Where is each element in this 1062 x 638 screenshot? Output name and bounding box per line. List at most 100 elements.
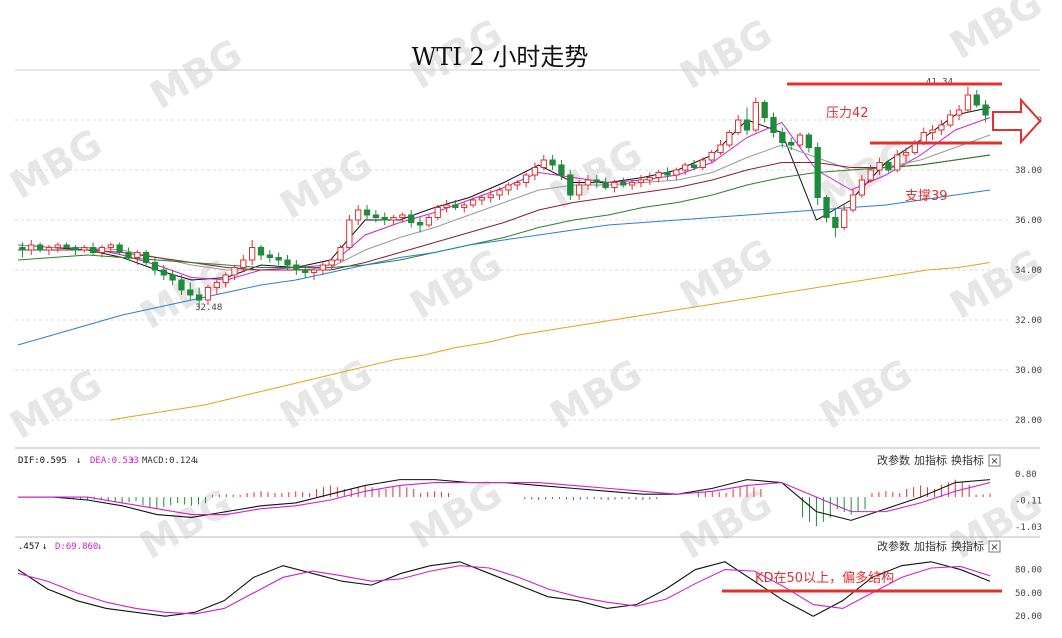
macd-tick-label: -0.11 <box>1015 496 1042 506</box>
ma-line-ma-magenta <box>17 117 991 281</box>
kd-k-label: .457 <box>18 542 40 552</box>
candle <box>575 180 583 200</box>
candle <box>257 245 265 260</box>
watermark-text: MBG <box>403 241 510 328</box>
candle <box>805 132 813 153</box>
candle <box>116 242 123 255</box>
candle <box>841 205 848 230</box>
macd-dea-line <box>18 481 991 516</box>
candle <box>45 245 53 255</box>
candle <box>240 255 247 273</box>
d-arrow-icon: ↓ <box>97 542 102 552</box>
candle <box>452 200 459 210</box>
candle <box>867 165 874 183</box>
macd-tick-label: 0.80 <box>1015 470 1037 480</box>
close-icon[interactable]: × <box>990 456 998 467</box>
candle <box>19 242 26 258</box>
candle <box>584 175 592 190</box>
candle <box>372 210 380 223</box>
kd-switch-indicator-button[interactable]: 换指标 <box>951 539 984 553</box>
kd-tick-label: 80.00 <box>1015 566 1042 576</box>
candle <box>894 150 901 173</box>
candle <box>938 120 945 135</box>
candle <box>98 245 106 258</box>
macd-add-indicator-button[interactable]: 加指标 <box>914 453 947 467</box>
candle <box>249 240 256 265</box>
macd-tick-label: -1.03 <box>1015 523 1042 533</box>
candle <box>169 270 176 285</box>
candle <box>673 167 680 180</box>
candle <box>743 107 751 135</box>
candle <box>620 177 627 188</box>
candle <box>602 177 609 190</box>
macd-switch-indicator-button[interactable]: 换指标 <box>951 453 984 467</box>
candle <box>160 265 167 280</box>
kd-note: KD在50以上，偏多结构 <box>755 570 894 586</box>
kd-d-line <box>17 565 991 615</box>
candle <box>929 125 936 140</box>
price-tick-label: 38.00 <box>1015 166 1042 176</box>
candle <box>443 200 450 213</box>
candle <box>955 105 963 120</box>
watermark-text: MBG <box>943 241 1050 328</box>
candle <box>63 242 70 250</box>
watermark-text: MBG <box>273 141 380 228</box>
macd-close-button[interactable] <box>988 454 1001 467</box>
candle <box>505 182 512 195</box>
candle <box>204 285 212 305</box>
candle <box>611 180 618 193</box>
candle <box>540 155 547 170</box>
macd-header: DIF:0.595 ↓ DEA:0.533 ↑ MACD:0.124 ↓ <box>18 456 199 466</box>
macd-change-params-button[interactable]: 改参数 <box>877 453 910 467</box>
candle <box>390 215 397 225</box>
kd-tick-label: 20.00 <box>1015 612 1042 622</box>
candle <box>36 242 44 253</box>
kd-close-button[interactable] <box>988 540 1001 553</box>
candle <box>416 217 424 233</box>
kd-k-line <box>17 561 991 617</box>
candle <box>142 250 150 265</box>
macd-y-axis: 0.80 -0.11 -1.03 <box>1015 470 1042 533</box>
kd-toolbar: 改参数 加指标 换指标 × <box>877 539 1001 553</box>
macd-dea-label: DEA:0.533 <box>90 456 139 466</box>
kd-add-indicator-button[interactable]: 加指标 <box>914 539 947 553</box>
ma-line-ma-maroon <box>18 154 991 271</box>
candle <box>461 202 468 213</box>
candle <box>567 170 574 200</box>
candle <box>134 250 141 265</box>
watermark-text: MBG <box>3 121 110 208</box>
k-arrow-icon: ↓ <box>42 542 47 552</box>
kd-y-axis: 80.00 50.00 20.00 <box>1015 566 1042 623</box>
candle <box>788 137 795 150</box>
candle <box>779 127 786 148</box>
candle <box>496 187 503 200</box>
candle <box>690 160 698 170</box>
ma-line-ma-green <box>17 154 991 268</box>
price-grid <box>15 69 1040 421</box>
candle <box>664 167 671 180</box>
candle <box>89 242 97 255</box>
candle <box>328 257 335 270</box>
close-icon[interactable]: × <box>990 542 998 553</box>
candle <box>717 140 724 155</box>
candle <box>973 90 980 108</box>
kd-tick-label: 50.00 <box>1015 589 1042 599</box>
watermark-text: MBG <box>673 11 780 98</box>
candle <box>469 197 477 208</box>
candle <box>849 190 857 213</box>
candle <box>814 142 821 205</box>
candle <box>28 240 35 255</box>
candle <box>434 205 441 220</box>
candle <box>681 162 689 175</box>
candle <box>478 195 486 205</box>
price-tick-label: 34.00 <box>1015 266 1042 276</box>
candle <box>363 205 371 220</box>
candle <box>125 247 132 260</box>
kd-change-params-button[interactable]: 改参数 <box>877 539 910 553</box>
candle <box>549 155 556 170</box>
arrow-right-icon <box>992 97 1042 145</box>
candle <box>558 160 565 180</box>
dea-arrow-icon: ↑ <box>130 456 135 466</box>
candle <box>637 175 645 188</box>
